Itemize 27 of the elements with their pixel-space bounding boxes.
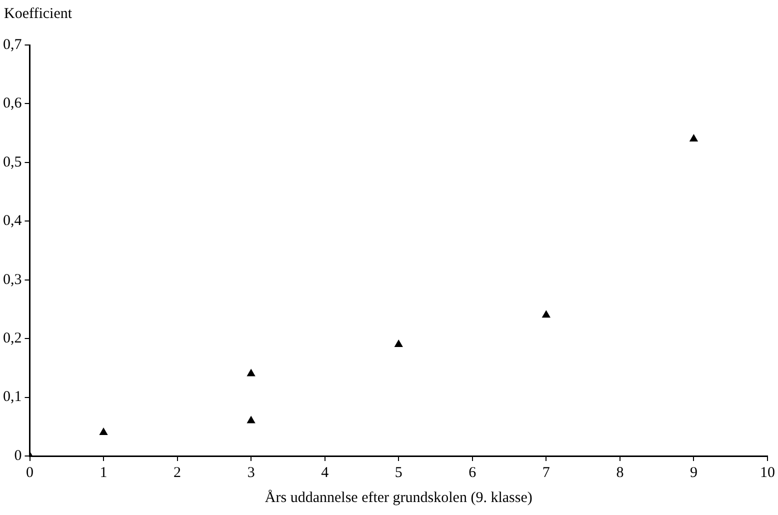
x-tick-label: 7 xyxy=(542,464,550,481)
y-tick-label: 0,7 xyxy=(3,36,22,53)
y-tick-label: 0,6 xyxy=(3,96,22,112)
x-tick-label: 6 xyxy=(468,464,477,481)
x-tick-label: 3 xyxy=(247,464,255,481)
x-tick-label: 10 xyxy=(760,464,775,481)
y-tick-label: 0,2 xyxy=(3,330,22,347)
x-tick-label: 9 xyxy=(690,464,698,481)
x-tick-label: 8 xyxy=(616,464,624,481)
y-tick-label: 0 xyxy=(14,448,22,464)
y-tick-label: 0,3 xyxy=(3,272,22,288)
point xyxy=(690,134,698,142)
x-axis-title: Års uddannelse efter grundskolen (9. klasse) xyxy=(264,488,532,506)
x-tick-label: 4 xyxy=(321,464,330,481)
point xyxy=(542,310,550,318)
x-tick-label: 0 xyxy=(26,464,34,481)
point xyxy=(247,416,256,424)
point xyxy=(394,340,403,347)
y-tick-label: 0,1 xyxy=(3,389,22,406)
point xyxy=(247,369,256,376)
y-tick-label: 0,4 xyxy=(3,213,22,230)
x-tick-label: 5 xyxy=(394,464,402,481)
y-axis-title: Koefficient xyxy=(4,6,72,23)
x-tick-label: 2 xyxy=(174,464,182,481)
point xyxy=(100,428,108,436)
x-tick-label: 1 xyxy=(100,464,108,481)
y-tick-label: 0,5 xyxy=(3,154,22,170)
